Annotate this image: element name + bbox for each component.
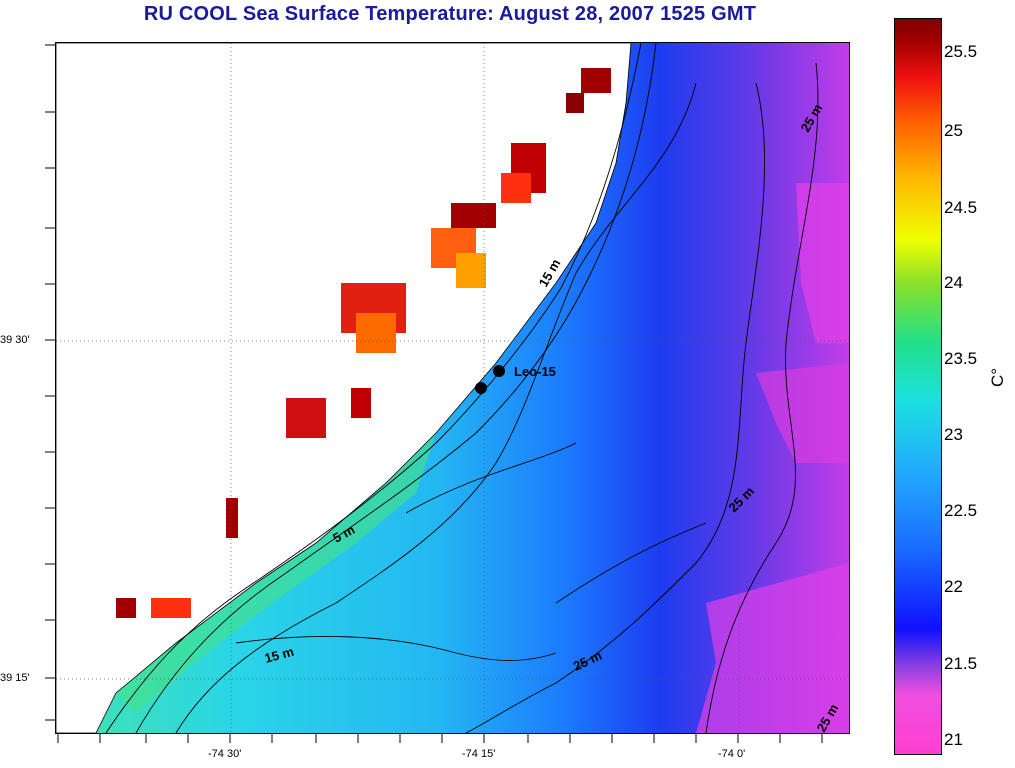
depth-contours bbox=[105, 43, 819, 733]
longitude-label: -74 0' bbox=[718, 748, 746, 760]
latitude-label: 39 30' bbox=[0, 334, 30, 346]
longitude-label: -74 15' bbox=[462, 748, 496, 760]
colorbar-tick: 22 bbox=[944, 577, 963, 596]
sst-map: Leo-15 15 m 5 m 15 m 25 m 25 m 25 m 25 m bbox=[55, 42, 850, 734]
colorbar-tick: 23.5 bbox=[944, 349, 978, 368]
colorbar-tick: 25.5 bbox=[944, 42, 978, 61]
colorbar-tick: 22.5 bbox=[944, 501, 978, 520]
colorbar bbox=[894, 18, 942, 755]
colorbar-tick: 24.5 bbox=[944, 198, 978, 217]
warm-offshore-patch bbox=[696, 563, 849, 733]
hot-cells bbox=[116, 68, 611, 618]
colorbar-gradient bbox=[895, 19, 941, 754]
colorbar-tick: 25 bbox=[944, 121, 963, 140]
map-canvas: Leo-15 15 m 5 m 15 m 25 m 25 m 25 m 25 m bbox=[56, 43, 849, 733]
longitude-label: -74 30' bbox=[208, 748, 242, 760]
nearshore-band bbox=[116, 433, 436, 713]
latitude-label: 39 15' bbox=[0, 672, 30, 684]
colorbar-unit: C° bbox=[988, 367, 1007, 387]
colorbar-tick: 23 bbox=[944, 425, 963, 444]
colorbar-tick: 24 bbox=[944, 273, 963, 292]
sst-field bbox=[96, 43, 849, 733]
depth-label: 15 m bbox=[263, 644, 296, 666]
station-label: Leo-15 bbox=[514, 364, 556, 379]
colorbar-tick: 21.5 bbox=[944, 654, 978, 673]
colorbar-tick: 21 bbox=[944, 730, 963, 749]
warm-offshore-patch bbox=[756, 363, 849, 463]
map-title: RU COOL Sea Surface Temperature: August … bbox=[143, 3, 757, 25]
station-marker bbox=[493, 365, 505, 377]
station-marker bbox=[475, 382, 487, 394]
warm-offshore-patch bbox=[796, 183, 849, 343]
